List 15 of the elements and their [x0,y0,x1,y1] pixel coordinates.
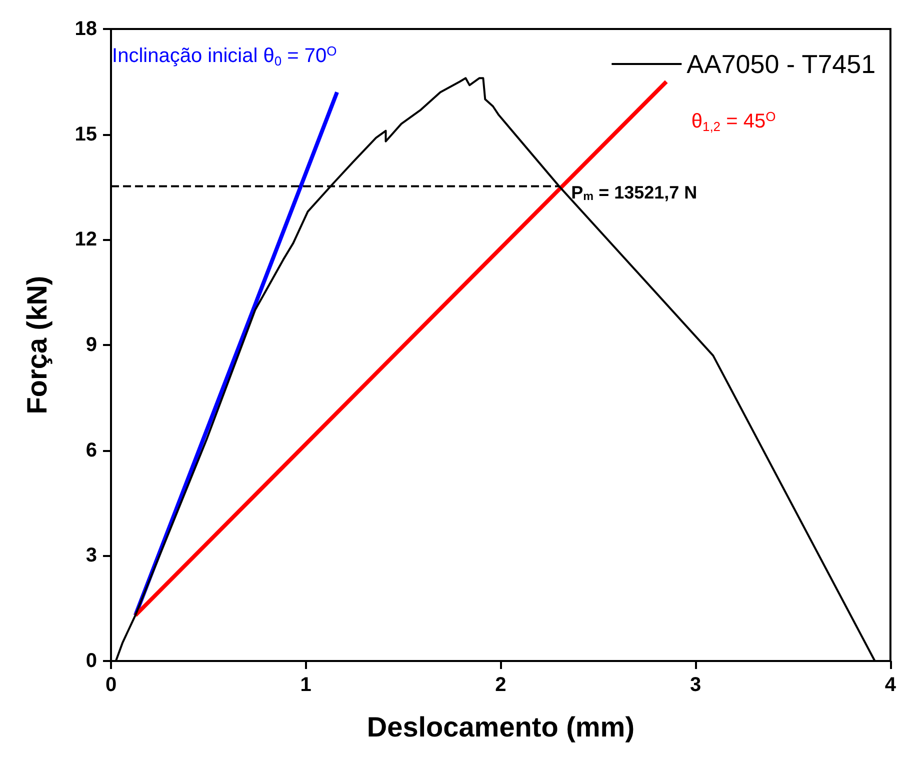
x-tick-label: 3 [690,674,702,696]
y-tick-label: 18 [74,18,97,40]
y-tick-label: 12 [74,228,97,251]
x-tick-label: 1 [300,674,312,696]
y-axis-title: Força (kN) [22,276,52,414]
y-tick-label: 3 [86,544,97,567]
y-tick-label: 0 [86,650,97,672]
y-tick-label: 6 [86,439,97,462]
x-axis-title: Deslocamento (mm) [366,712,635,742]
x-tick-label: 4 [884,674,897,696]
y-tick-label: 9 [86,334,97,356]
x-tick-label: 2 [495,674,506,696]
y-tick-label: 15 [74,123,97,146]
legend-label: AA7050 - T7451 [686,49,876,79]
x-tick-label: 0 [105,674,117,696]
